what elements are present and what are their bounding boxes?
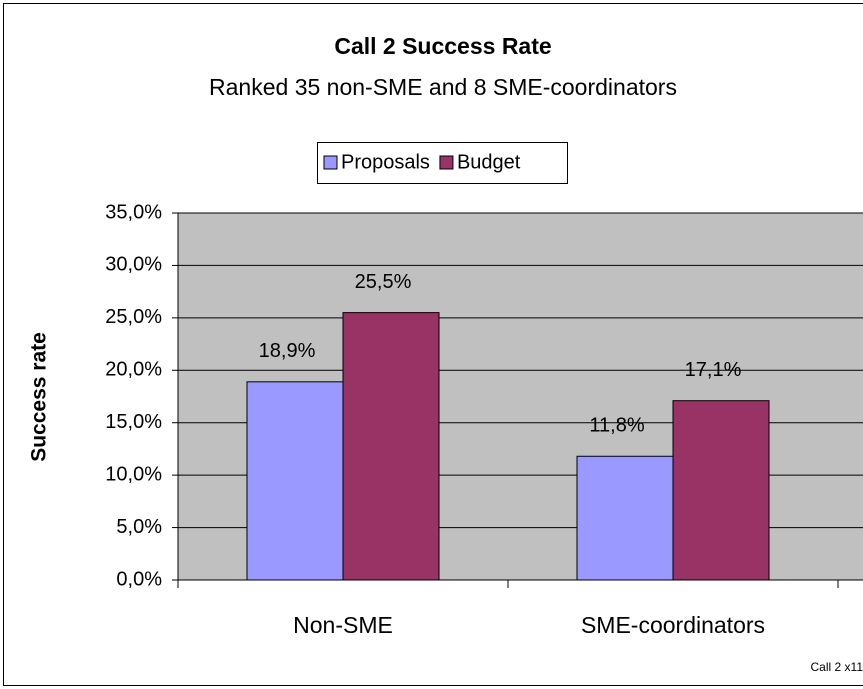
chart-title: Call 2 Success Rate (334, 33, 551, 59)
bar (576, 455, 674, 581)
bar (246, 381, 344, 581)
value-label: 11,8% (589, 415, 644, 437)
y-tick-label: 20,0% (105, 359, 162, 381)
x-tick-label: Non-SME (293, 612, 393, 638)
legend-label: Proposals (341, 151, 430, 173)
y-tick-label: 10,0% (105, 463, 162, 485)
bar (342, 312, 440, 581)
legend-swatch (323, 155, 338, 170)
y-tick-label: 5,0% (116, 516, 162, 538)
x-tick-label: SME-coordinators (581, 612, 765, 638)
y-tick-label: 0,0% (116, 568, 162, 590)
y-tick-label: 30,0% (105, 254, 162, 276)
legend-swatch (439, 155, 454, 170)
legend-label: Budget (457, 151, 521, 173)
y-tick-label: 15,0% (105, 411, 162, 433)
y-tick-label: 25,0% (105, 306, 162, 328)
value-label: 25,5% (355, 271, 412, 293)
bar (672, 400, 770, 581)
y-axis-label: Success rate (28, 332, 51, 462)
footnote: Call 2 x11 (811, 660, 863, 674)
chart-subtitle: Ranked 35 non-SME and 8 SME-coordinators (209, 74, 677, 100)
value-label: 17,1% (685, 359, 742, 381)
value-label: 18,9% (259, 340, 316, 362)
y-tick-label: 35,0% (105, 201, 162, 223)
